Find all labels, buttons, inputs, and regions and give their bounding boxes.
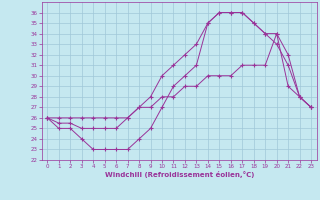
- X-axis label: Windchill (Refroidissement éolien,°C): Windchill (Refroidissement éolien,°C): [105, 171, 254, 178]
